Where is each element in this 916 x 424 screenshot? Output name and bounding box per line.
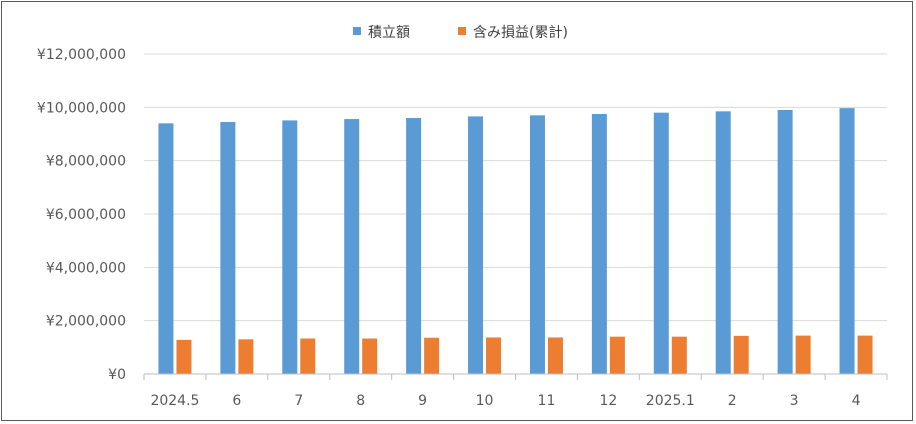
x-tick-label: 4: [852, 393, 861, 409]
bars: [158, 108, 873, 375]
bar-unrealized-gain: [238, 339, 254, 374]
legend-label-unrealized-gain: 含み損益(累計): [473, 25, 568, 41]
x-tick-label: 2025.1: [646, 393, 695, 409]
x-tick-label: 3: [790, 393, 799, 409]
bar-contribution: [777, 110, 793, 374]
x-tick-label: 7: [294, 393, 303, 409]
x-tick-label: 6: [232, 393, 241, 409]
legend-label-contribution: 積立額: [368, 25, 410, 41]
y-tick-label: ¥4,000,000: [46, 260, 126, 276]
bar-unrealized-gain: [176, 339, 192, 374]
x-axis: 2024.5 6 7 8 9 10 11 12 2025.1 2 3 4: [143, 373, 888, 409]
y-axis-ticks: ¥0 ¥2,000,000 ¥4,000,000 ¥6,000,000 ¥8,000,0…: [37, 47, 126, 383]
bar-contribution: [468, 116, 484, 375]
bar-contribution: [715, 111, 731, 374]
bar-unrealized-gain: [300, 338, 316, 374]
bar-unrealized-gain: [362, 338, 378, 374]
x-tick-label: 8: [356, 393, 365, 409]
x-tick-label: 10: [476, 393, 494, 409]
bar-unrealized-gain: [609, 336, 625, 374]
bar-unrealized-gain: [424, 337, 440, 374]
chart-legend: 積立額 含み損益(累計): [353, 25, 568, 41]
bar-contribution: [653, 112, 669, 375]
bar-contribution: [406, 118, 422, 374]
bar-unrealized-gain: [795, 335, 811, 374]
x-tick-label: 11: [538, 393, 556, 409]
x-tick-label: 2024.5: [150, 393, 199, 409]
y-tick-label: ¥0: [108, 367, 126, 383]
bar-contribution: [591, 114, 607, 374]
bar-contribution: [282, 120, 298, 375]
bar-unrealized-gain: [486, 337, 502, 374]
bar-unrealized-gain: [733, 335, 749, 374]
bar-contribution: [220, 122, 236, 374]
bar-unrealized-gain: [547, 337, 563, 374]
x-tick-label: 12: [599, 393, 617, 409]
x-tick-label: 2: [728, 393, 737, 409]
y-tick-label: ¥12,000,000: [37, 47, 126, 63]
y-tick-label: ¥8,000,000: [46, 154, 126, 170]
bar-unrealized-gain: [857, 335, 873, 374]
legend-swatch-contribution: [353, 27, 361, 35]
x-tick-label: 9: [418, 393, 427, 409]
gridlines: [144, 53, 887, 322]
y-tick-label: ¥6,000,000: [46, 207, 126, 223]
y-tick-label: ¥2,000,000: [46, 314, 126, 330]
bar-contribution: [344, 119, 360, 374]
bar-contribution: [158, 123, 174, 374]
legend-swatch-unrealized-gain: [458, 27, 466, 35]
bar-unrealized-gain: [671, 336, 687, 374]
bar-contribution: [839, 108, 855, 374]
bar-contribution: [529, 115, 545, 374]
y-tick-label: ¥10,000,000: [37, 100, 126, 116]
